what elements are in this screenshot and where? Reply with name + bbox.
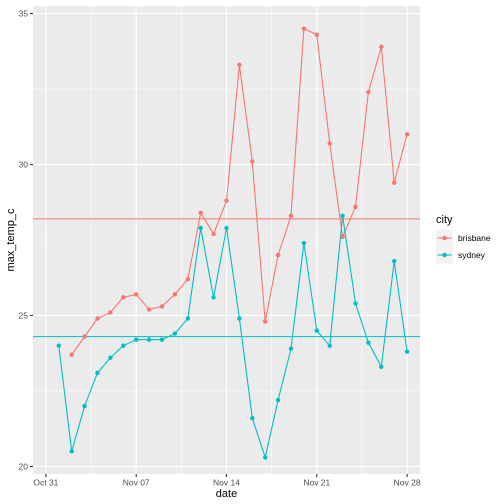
point-brisbane	[237, 62, 242, 68]
legend-key-point	[442, 252, 447, 258]
point-brisbane	[108, 310, 113, 315]
point-sydney	[327, 343, 332, 348]
point-brisbane	[69, 352, 74, 357]
point-brisbane	[366, 89, 371, 95]
y-axis-title: max_temp_c	[5, 208, 17, 271]
point-sydney	[275, 397, 281, 403]
x-tick-label: Oct 31	[33, 478, 58, 488]
x-tick-label: Nov 21	[303, 478, 330, 488]
point-sydney	[134, 337, 139, 342]
point-sydney	[224, 225, 229, 231]
point-brisbane	[327, 141, 332, 146]
point-brisbane	[224, 198, 229, 203]
x-tick-label: Nov 07	[123, 478, 150, 488]
point-sydney	[250, 415, 255, 421]
point-sydney	[353, 301, 358, 306]
reference-lines	[33, 218, 420, 338]
point-brisbane	[340, 234, 345, 240]
point-brisbane	[211, 231, 216, 237]
point-brisbane	[146, 307, 152, 312]
point-brisbane	[379, 44, 384, 49]
point-sydney	[314, 328, 319, 333]
series-points	[56, 26, 410, 460]
point-sydney	[69, 449, 74, 454]
point-brisbane	[301, 26, 307, 31]
point-sydney	[185, 316, 190, 321]
y-tick-label: 25	[19, 310, 29, 320]
point-brisbane	[275, 252, 281, 258]
x-axis: Oct 31 Nov 07 Nov 14 Nov 21 Nov 28	[33, 474, 421, 488]
point-brisbane	[250, 159, 255, 164]
point-sydney	[392, 258, 397, 264]
point-brisbane	[392, 180, 397, 185]
point-sydney	[211, 295, 216, 300]
point-sydney	[95, 370, 100, 376]
point-brisbane	[121, 295, 126, 300]
point-brisbane	[353, 204, 358, 209]
y-axis: 20 25 30 35	[19, 9, 33, 471]
point-sydney	[121, 343, 126, 348]
point-brisbane	[82, 334, 87, 339]
point-sydney	[379, 364, 384, 370]
legend-key-point	[442, 235, 447, 241]
point-brisbane	[288, 213, 294, 219]
legend-label-sydney: sydney	[458, 250, 486, 260]
point-brisbane	[172, 292, 178, 297]
y-tick-label: 35	[19, 9, 29, 19]
series-line-sydney	[58, 215, 408, 460]
point-sydney	[340, 213, 345, 219]
point-brisbane	[263, 319, 268, 324]
point-sydney	[301, 240, 307, 246]
grid-major	[33, 6, 420, 474]
point-brisbane	[95, 316, 100, 321]
legend-label-brisbane: brisbane	[458, 233, 491, 243]
point-sydney	[172, 331, 178, 336]
legend-title: city	[436, 214, 453, 226]
point-brisbane	[198, 210, 203, 216]
point-brisbane	[404, 132, 410, 137]
point-sydney	[237, 316, 242, 321]
point-sydney	[288, 346, 294, 351]
x-axis-title: date	[216, 488, 237, 500]
point-brisbane	[159, 304, 165, 309]
point-sydney	[159, 337, 165, 342]
point-sydney	[404, 349, 410, 354]
point-sydney	[82, 403, 87, 409]
point-sydney	[56, 343, 61, 348]
point-sydney	[146, 337, 152, 342]
legend: city brisbane sydney	[436, 214, 491, 264]
point-sydney	[198, 225, 203, 231]
point-sydney	[108, 355, 113, 360]
point-brisbane	[134, 292, 139, 297]
point-sydney	[366, 340, 371, 345]
point-brisbane	[314, 32, 319, 37]
point-sydney	[263, 455, 268, 460]
y-tick-label: 30	[19, 160, 29, 170]
y-tick-label: 20	[19, 461, 29, 471]
point-brisbane	[185, 277, 190, 282]
x-tick-label: Nov 14	[213, 478, 240, 488]
x-tick-label: Nov 28	[394, 478, 421, 488]
